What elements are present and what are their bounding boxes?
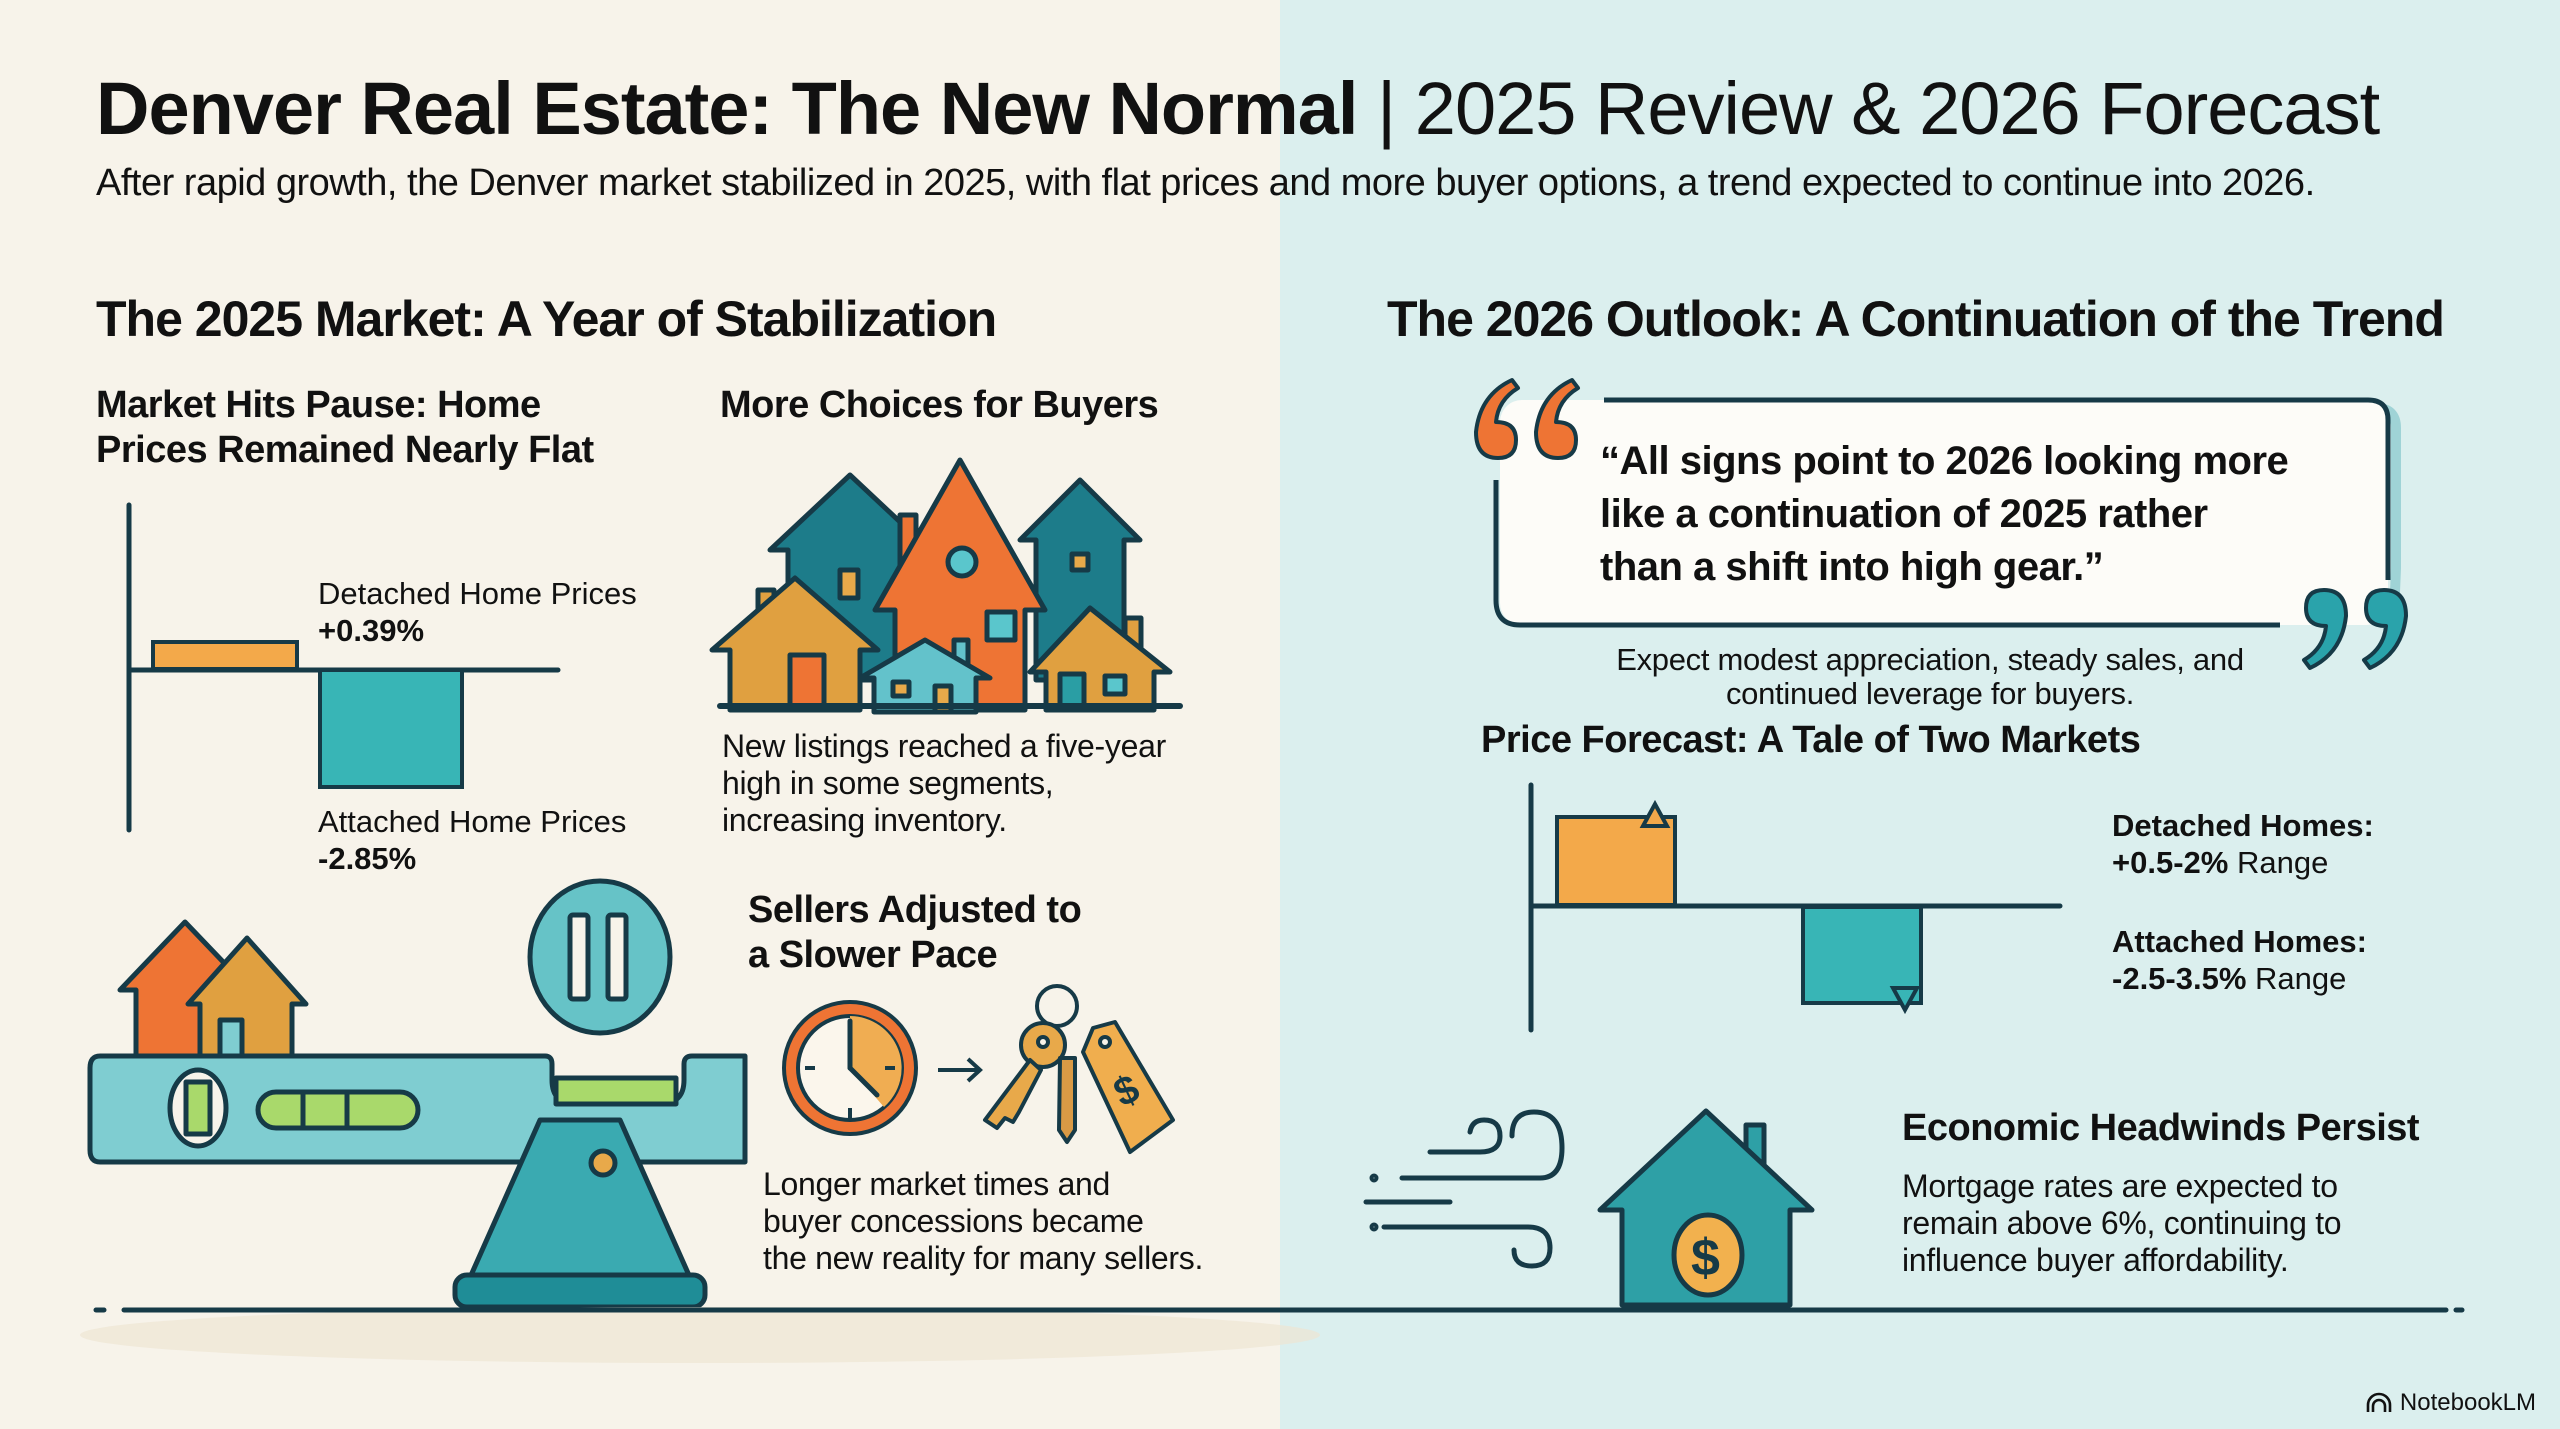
- attached-2025-label-text: Attached Home Prices: [318, 804, 627, 839]
- attached-forecast-suffix: Range: [2255, 961, 2347, 996]
- notebooklm-logo-icon: [2366, 1392, 2392, 1412]
- forecast-heading: Price Forecast: A Tale of Two Markets: [1481, 719, 2141, 761]
- quote-caption-line1: Expect modest appreciation, steady sales…: [1616, 642, 2244, 677]
- clock-icon: [782, 1000, 918, 1136]
- keys-price-tag-icon: $: [983, 984, 1175, 1154]
- quote-line3: than a shift into high gear.”: [1600, 545, 2104, 589]
- section-title-2025: The 2025 Market: A Year of Stabilization: [96, 290, 997, 348]
- open-quote-icon: [1474, 378, 1580, 460]
- sellers-body: Longer market times and buyer concession…: [763, 1166, 1203, 1277]
- house-dollar-icon: $: [1597, 1108, 1815, 1308]
- detached-forecast-label: Detached Homes: +0.5-2% Range: [2112, 807, 2374, 881]
- section-title-2026: The 2026 Outlook: A Continuation of the …: [1387, 290, 2445, 348]
- choices-body-line3: increasing inventory.: [722, 802, 1007, 838]
- detached-forecast-label-text: Detached Homes:: [2112, 808, 2374, 843]
- sellers-body-line2: buyer concessions became: [763, 1203, 1144, 1239]
- title-main: Denver Real Estate: The New Normal: [96, 67, 1358, 150]
- arrow-right-icon: [938, 1057, 983, 1083]
- choices-body-line1: New listings reached a five-year: [722, 728, 1166, 764]
- headwinds-body: Mortgage rates are expected to remain ab…: [1902, 1168, 2342, 1279]
- headwinds-body-line2: remain above 6%, continuing to: [1902, 1205, 2342, 1241]
- dollar-sign-glyph: $: [1691, 1229, 1720, 1287]
- sellers-body-line3: the new reality for many sellers.: [763, 1240, 1204, 1276]
- attached-2025-label: Attached Home Prices -2.85%: [318, 803, 626, 877]
- detached-forecast-suffix: Range: [2236, 845, 2329, 880]
- brand-name: NotebookLM: [2399, 1389, 2536, 1416]
- detached-2025-label: Detached Home Prices +0.39%: [318, 575, 637, 649]
- page-subtitle: After rapid growth, the Denver market st…: [96, 162, 2315, 204]
- close-quote-icon: [2302, 588, 2408, 670]
- sellers-heading-line1: Sellers Adjusted to: [748, 889, 1082, 931]
- headwinds-body-line3: influence buyer affordability.: [1902, 1242, 2289, 1278]
- detached-forecast-value: +0.5-2%: [2112, 845, 2229, 880]
- prices-heading-line1: Market Hits Pause: Home: [96, 384, 541, 426]
- quote-caption-line2: continued leverage for buyers.: [1725, 676, 2135, 711]
- choices-heading: More Choices for Buyers: [720, 384, 1159, 426]
- section-title-2025-text: The 2025 Market: A Year of Stabilization: [96, 291, 997, 347]
- quote-line1: “All signs point to 2026 looking more: [1600, 439, 2289, 483]
- sellers-heading: Sellers Adjusted to a Slower Pace: [748, 888, 1082, 978]
- quote-text: “All signs point to 2026 looking more li…: [1600, 435, 2289, 594]
- prices-heading: Market Hits Pause: Home Prices Remained …: [96, 383, 594, 473]
- sellers-heading-line2: a Slower Pace: [748, 934, 998, 976]
- prices-heading-line2: Prices Remained Nearly Flat: [96, 429, 594, 471]
- right-panel-background: [1280, 0, 2560, 1429]
- attached-forecast-label: Attached Homes: -2.5-3.5% Range: [2112, 923, 2367, 997]
- notebooklm-brand: NotebookLM: [2366, 1389, 2536, 1417]
- quote-caption: Expect modest appreciation, steady sales…: [1570, 643, 2290, 711]
- section-title-2026-text: The 2026 Outlook: A Continuation of the …: [1387, 291, 2445, 347]
- choices-body: New listings reached a five-year high in…: [722, 728, 1166, 839]
- attached-2025-value: -2.85%: [318, 841, 417, 876]
- quote-line2: like a continuation of 2025 rather: [1600, 492, 2208, 536]
- attached-forecast-value: -2.5-3.5%: [2112, 961, 2247, 996]
- detached-2025-value: +0.39%: [318, 613, 425, 648]
- attached-forecast-label-text: Attached Homes:: [2112, 924, 2367, 959]
- headwinds-heading: Economic Headwinds Persist: [1902, 1107, 2420, 1149]
- page-title: Denver Real Estate: The New Normal | 202…: [96, 66, 2380, 151]
- title-secondary: | 2025 Review & 2026 Forecast: [1377, 67, 2380, 150]
- houses-neighborhood-icon: [709, 457, 1183, 715]
- headwinds-body-line1: Mortgage rates are expected to: [1902, 1168, 2338, 1204]
- sellers-body-line1: Longer market times and: [763, 1166, 1111, 1202]
- detached-2025-label-text: Detached Home Prices: [318, 576, 637, 611]
- choices-body-line2: high in some segments,: [722, 765, 1054, 801]
